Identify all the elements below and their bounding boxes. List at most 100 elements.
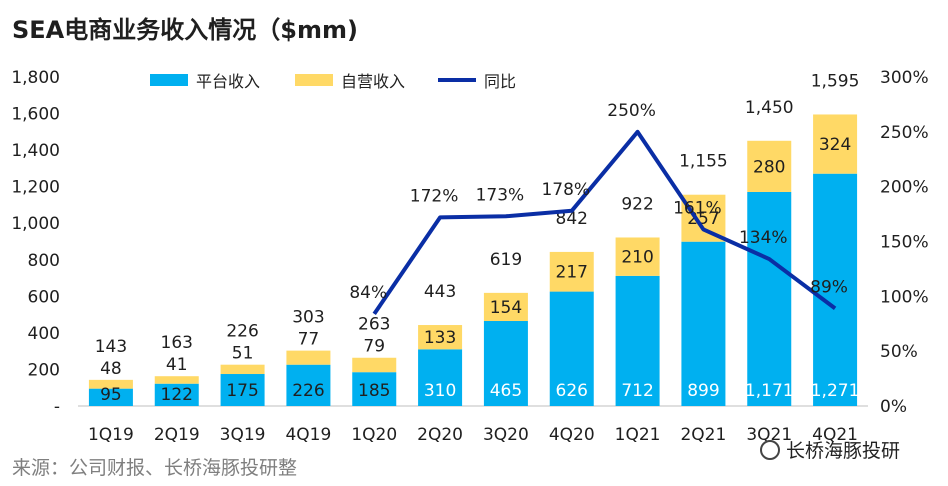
left-axis-tick: 1,400 bbox=[11, 141, 60, 161]
x-axis-tick: 1Q21 bbox=[615, 425, 661, 445]
data-label-self: 79 bbox=[363, 337, 385, 357]
bar-platform bbox=[681, 241, 726, 406]
x-axis-tick: 4Q20 bbox=[549, 425, 595, 445]
bar-platform bbox=[286, 364, 331, 406]
x-axis-tick: 3Q21 bbox=[746, 425, 792, 445]
right-axis-tick: 300% bbox=[880, 68, 929, 88]
x-axis-tick: 4Q21 bbox=[812, 425, 858, 445]
data-label-yoy: 173% bbox=[476, 185, 525, 205]
bar-self bbox=[286, 350, 331, 365]
data-label-total: 443 bbox=[424, 282, 456, 302]
bar-self bbox=[154, 376, 199, 384]
bar-platform bbox=[154, 383, 199, 406]
data-label-platform: 626 bbox=[556, 381, 588, 401]
data-label-total: 263 bbox=[358, 315, 390, 335]
legend-self-swatch bbox=[295, 74, 333, 86]
data-label-total: 163 bbox=[161, 333, 193, 353]
data-label-total: 1,595 bbox=[811, 71, 860, 91]
data-label-total: 1,155 bbox=[679, 152, 728, 172]
data-label-yoy: 250% bbox=[607, 101, 656, 121]
data-label-self: 51 bbox=[232, 344, 254, 364]
bar-self bbox=[549, 251, 594, 292]
data-label-platform: 226 bbox=[292, 381, 324, 401]
data-label-self: 217 bbox=[556, 263, 588, 283]
data-label-platform: 899 bbox=[687, 381, 719, 401]
watermark-text: 长桥海豚投研 bbox=[786, 440, 901, 462]
yoy-line bbox=[372, 129, 837, 316]
legend-platform-swatch bbox=[150, 74, 188, 86]
data-label-platform: 465 bbox=[490, 381, 522, 401]
left-axis-tick: 200 bbox=[28, 360, 60, 380]
bar-platform bbox=[418, 349, 463, 406]
right-axis-tick: 100% bbox=[880, 287, 929, 307]
wechat-logo-icon bbox=[760, 439, 780, 460]
left-axis-tick: 1,800 bbox=[11, 68, 60, 88]
bar-self bbox=[615, 237, 660, 276]
right-axis-tick: 200% bbox=[880, 178, 929, 198]
x-axis-tick: 2Q19 bbox=[154, 425, 200, 445]
bar-self bbox=[813, 114, 858, 174]
data-label-self: 77 bbox=[298, 330, 320, 350]
legend-yoy-swatch bbox=[438, 78, 476, 82]
right-axis-tick: 0% bbox=[880, 397, 907, 417]
bar-self bbox=[483, 292, 528, 322]
data-label-total: 226 bbox=[226, 322, 258, 342]
left-axis-tick: 800 bbox=[28, 251, 60, 271]
right-axis-tick: 150% bbox=[880, 233, 929, 253]
x-axis-tick: 3Q19 bbox=[220, 425, 266, 445]
data-label-yoy: 178% bbox=[541, 180, 590, 200]
data-label-platform: 712 bbox=[621, 381, 653, 401]
data-label-yoy: 161% bbox=[673, 198, 722, 218]
data-label-self: 154 bbox=[490, 298, 522, 318]
data-label-total: 842 bbox=[556, 209, 588, 229]
data-label-yoy: 89% bbox=[810, 277, 848, 297]
data-label-total: 303 bbox=[292, 308, 324, 328]
data-label-platform: 122 bbox=[161, 385, 193, 405]
data-label-total: 1,450 bbox=[745, 98, 794, 118]
bar-platform bbox=[352, 372, 397, 406]
legend-self: 自营收入 bbox=[295, 68, 405, 92]
data-label-self: 133 bbox=[424, 328, 456, 348]
data-label-yoy: 84% bbox=[349, 283, 387, 303]
legend-platform: 平台收入 bbox=[150, 68, 260, 92]
left-axis-tick: 1,200 bbox=[11, 178, 60, 198]
data-label-platform: 95 bbox=[100, 385, 122, 405]
data-label-self: 48 bbox=[100, 359, 122, 379]
data-label-self: 324 bbox=[819, 135, 851, 155]
bar-platform bbox=[483, 321, 528, 406]
bar-platform bbox=[549, 291, 594, 406]
right-axis-tick: 250% bbox=[880, 123, 929, 143]
data-label-total: 143 bbox=[95, 337, 127, 357]
bar-self bbox=[352, 357, 397, 373]
bar-self bbox=[220, 364, 265, 375]
left-axis-tick: 400 bbox=[28, 324, 60, 344]
source-note: 来源：公司财报、长桥海豚投研整 bbox=[12, 457, 298, 479]
data-label-yoy: 134% bbox=[739, 228, 788, 248]
x-axis-tick: 3Q20 bbox=[483, 425, 529, 445]
left-axis-tick: 600 bbox=[28, 287, 60, 307]
bar-platform bbox=[220, 374, 265, 406]
data-label-total: 619 bbox=[490, 250, 522, 270]
data-label-total: 922 bbox=[621, 194, 653, 214]
legend-self-label: 自营收入 bbox=[341, 72, 406, 91]
legend-platform-label: 平台收入 bbox=[196, 72, 261, 91]
bar-platform bbox=[88, 388, 133, 406]
legend-yoy: 同比 bbox=[438, 68, 516, 92]
watermark: 长桥海豚投研 bbox=[760, 436, 900, 463]
bar-platform bbox=[747, 191, 792, 406]
x-axis-tick: 1Q20 bbox=[351, 425, 397, 445]
data-label-self: 41 bbox=[166, 355, 188, 375]
x-axis-tick: 2Q21 bbox=[680, 425, 726, 445]
bar-self bbox=[747, 140, 792, 192]
right-axis-tick: 50% bbox=[880, 342, 918, 362]
data-label-self: 280 bbox=[753, 157, 785, 177]
left-axis-tick: 1,600 bbox=[11, 105, 60, 125]
data-label-platform: 1,271 bbox=[811, 381, 860, 401]
bar-platform bbox=[813, 173, 858, 406]
data-label-yoy: 172% bbox=[410, 186, 459, 206]
data-label-platform: 175 bbox=[226, 381, 258, 401]
x-axis-tick: 4Q19 bbox=[285, 425, 331, 445]
data-label-platform: 1,171 bbox=[745, 381, 794, 401]
